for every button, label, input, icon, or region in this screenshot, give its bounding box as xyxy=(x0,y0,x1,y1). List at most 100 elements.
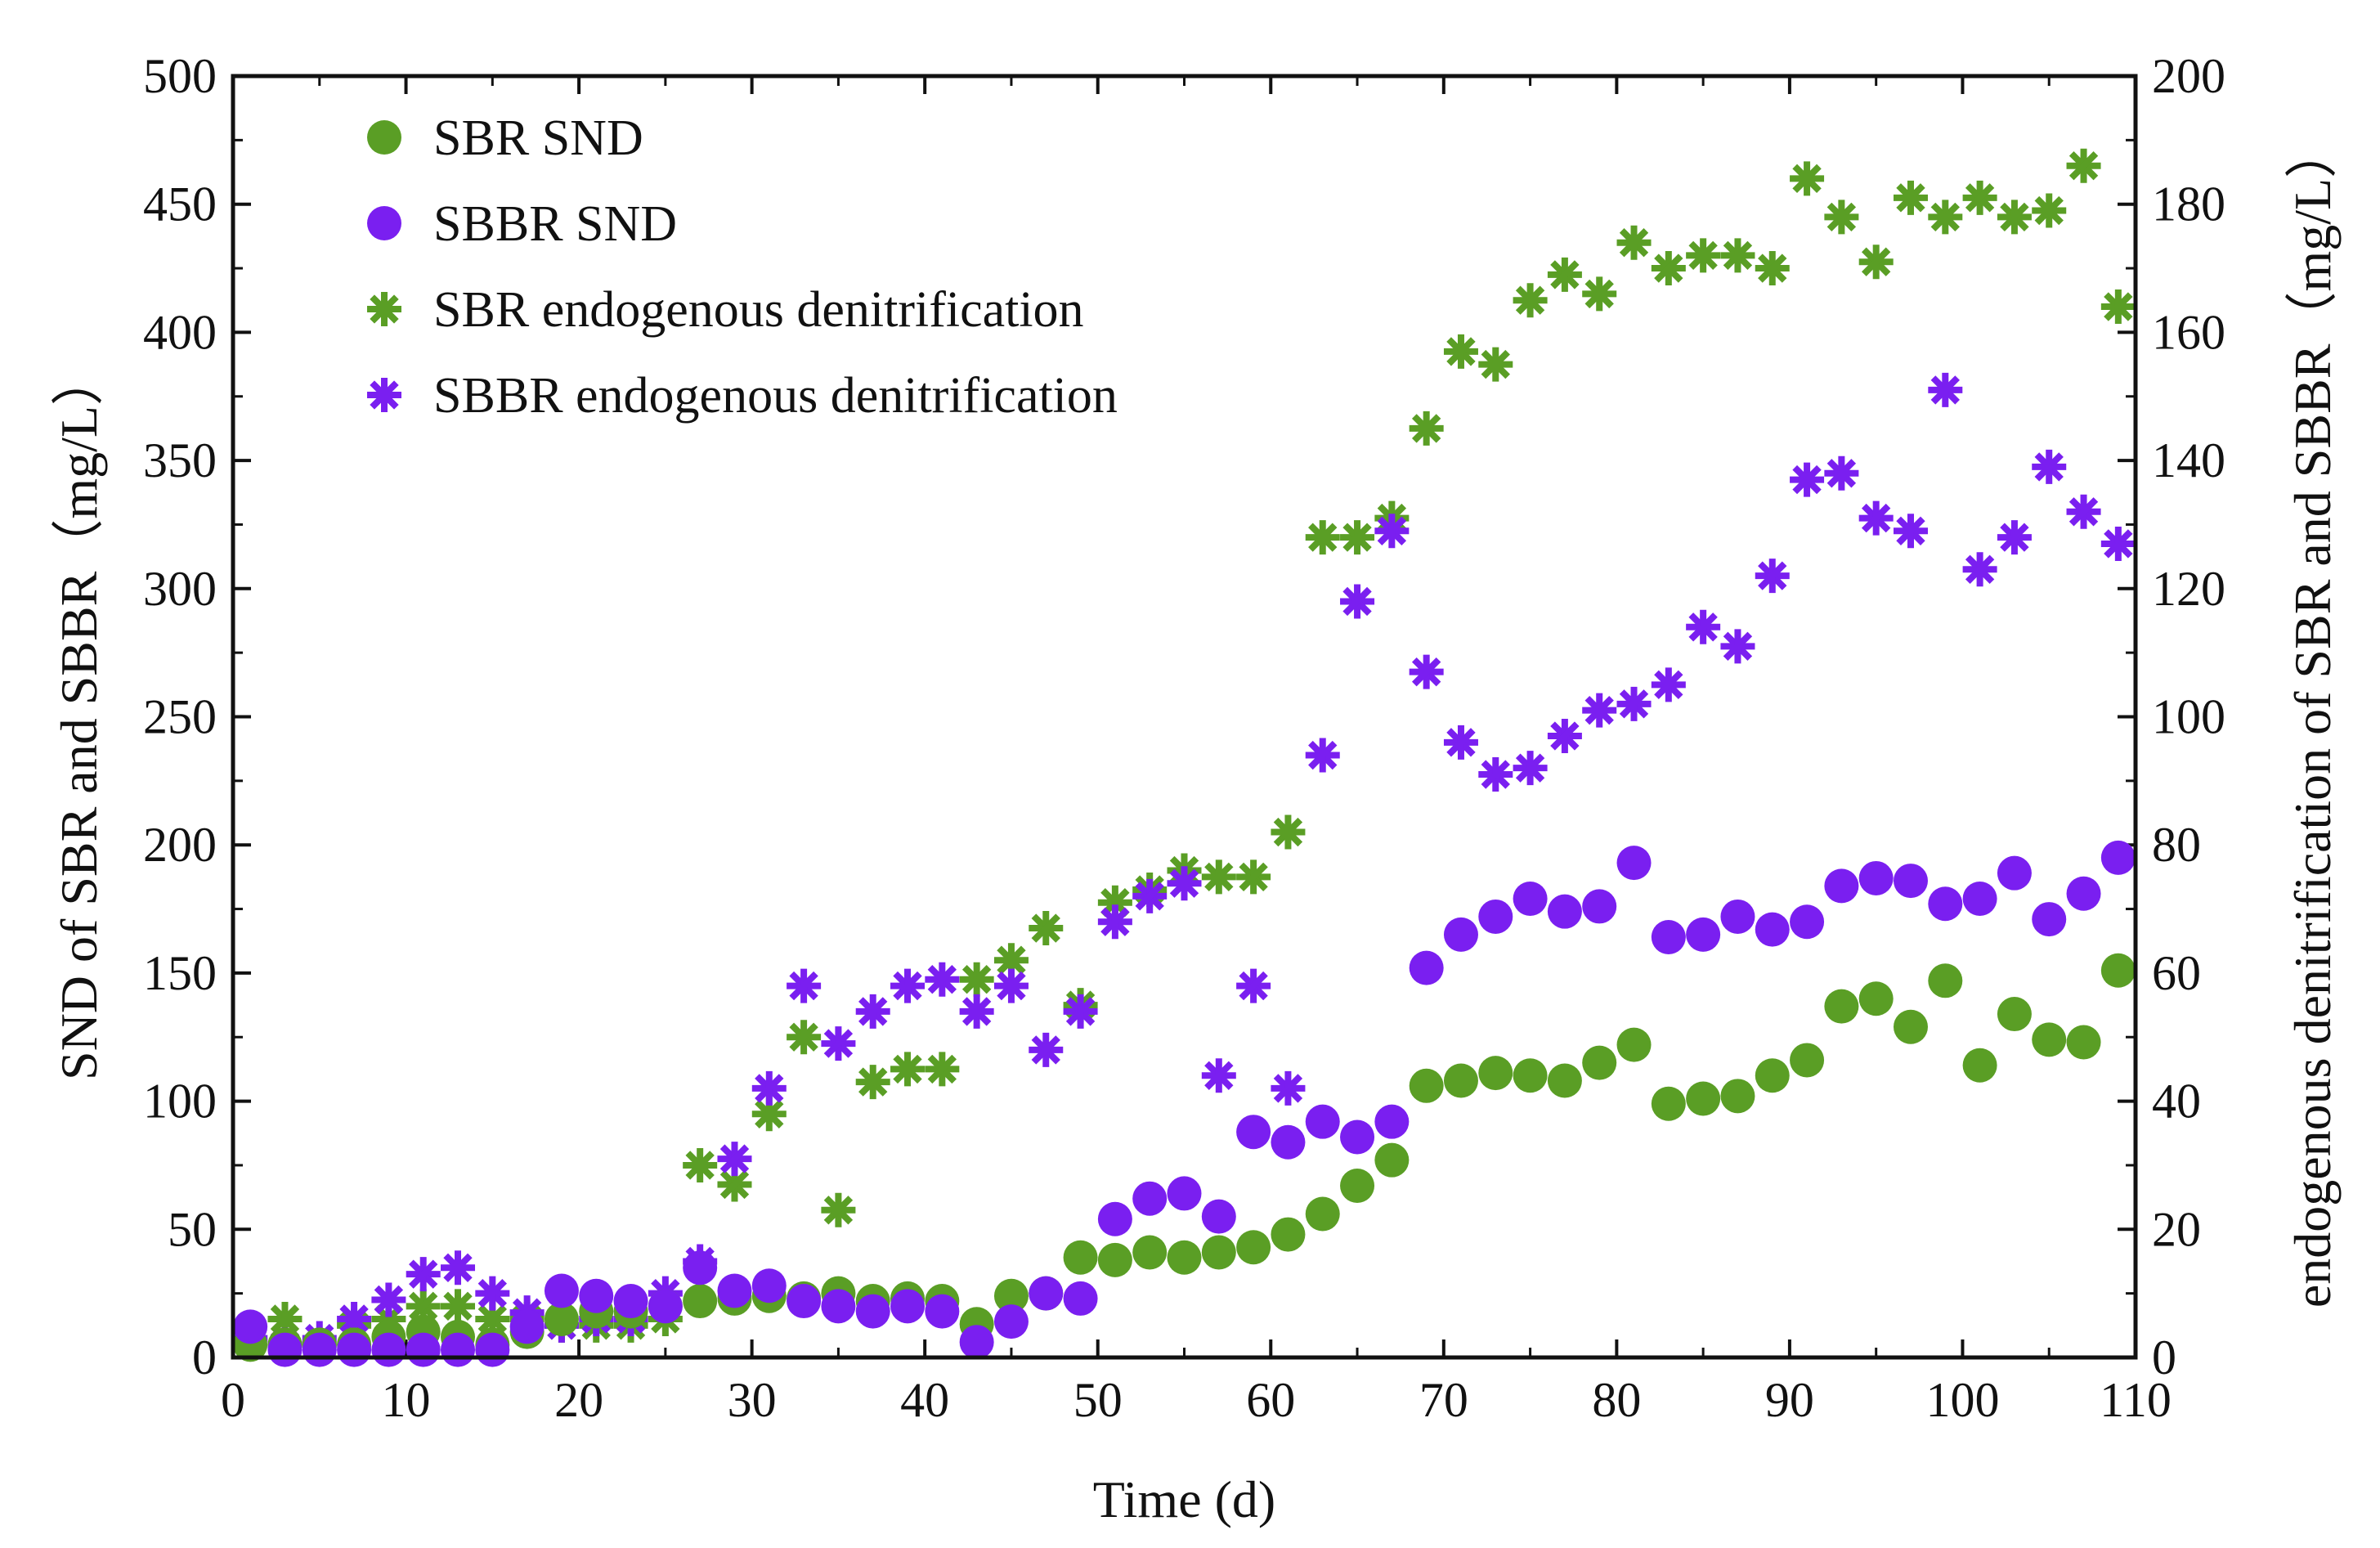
y-right-tick-label: 120 xyxy=(2152,562,2225,616)
sbbr-snd-point xyxy=(475,1332,510,1367)
sbbr-snd-point xyxy=(1513,882,1548,917)
sbr-snd-point xyxy=(1132,1235,1168,1270)
sbbr-endogenous-denitrification-point xyxy=(1755,559,1790,594)
sbbr-endogenous-denitrification-point xyxy=(1997,520,2032,555)
sbbr-snd-point xyxy=(441,1332,476,1367)
sbr-snd-point xyxy=(1858,981,1894,1016)
sbbr-endogenous-denitrification-point xyxy=(855,994,890,1029)
sbbr-endogenous-denitrification-point xyxy=(1962,552,1997,587)
x-tick-label: 10 xyxy=(382,1373,431,1427)
sbr-snd-point xyxy=(1236,1230,1271,1265)
sbbr-snd-point xyxy=(1340,1119,1375,1155)
sbbr-snd-point xyxy=(855,1294,890,1329)
sbbr-snd-point xyxy=(1132,1181,1168,1216)
sbr-endogenous-denitrification-point xyxy=(1790,161,1825,196)
sbbr-endogenous-denitrification-point xyxy=(1893,514,1928,549)
sbbr-endogenous-denitrification-point xyxy=(993,968,1029,1003)
sbbr-snd-point xyxy=(1858,860,1894,895)
sbbr-snd-point xyxy=(1824,868,1859,904)
sbbr-endogenous-denitrification-point xyxy=(2066,494,2101,529)
sbbr-snd-point xyxy=(302,1332,337,1367)
sbbr-endogenous-denitrification-point xyxy=(1236,968,1271,1003)
sbr-endogenous-denitrification-point xyxy=(1478,347,1513,382)
sbr-snd-point xyxy=(1720,1079,1755,1114)
sbr-snd-point xyxy=(1305,1196,1340,1232)
y-left-tick-label: 350 xyxy=(143,433,217,487)
sbbr-endogenous-denitrification-point xyxy=(1409,654,1444,689)
y-left-tick-label: 100 xyxy=(143,1075,217,1128)
sbr-endogenous-denitrification-point xyxy=(1409,411,1444,446)
sbr-snd-point xyxy=(1547,1063,1582,1098)
y-right-tick-label: 40 xyxy=(2152,1075,2201,1128)
y-left-tick-label: 450 xyxy=(143,177,217,231)
sbbr-endogenous-denitrification-point xyxy=(1547,719,1582,754)
sbr-endogenous-denitrification-point xyxy=(441,1289,476,1324)
sbr-endogenous-denitrification-point xyxy=(2066,148,2101,183)
x-tick-label: 30 xyxy=(728,1373,777,1427)
sbbr-endogenous-denitrification-point xyxy=(1928,372,1963,407)
sbr-endogenous-denitrification-point xyxy=(1029,911,1064,946)
sbbr-endogenous-denitrification-point xyxy=(441,1250,476,1286)
sbr-snd-point xyxy=(1997,997,2032,1032)
y-right-tick-label: 140 xyxy=(2152,433,2225,487)
y-right-tick-label: 0 xyxy=(2152,1330,2176,1384)
sbbr-endogenous-denitrification-point xyxy=(1582,693,1617,728)
sbr-endogenous-denitrification-point xyxy=(2100,289,2136,325)
sbbr-snd-point xyxy=(1651,920,1686,955)
y-right-tick-label: 200 xyxy=(2152,49,2225,103)
sbr-endogenous-denitrification-point xyxy=(821,1192,856,1227)
sbr-endogenous-denitrification-point xyxy=(1340,520,1375,555)
legend-label: SBBR SND xyxy=(433,196,677,252)
sbbr-snd-point xyxy=(1305,1104,1340,1139)
sbr-snd-point xyxy=(1201,1235,1236,1270)
sbr-snd-point xyxy=(1962,1048,1997,1083)
data-points xyxy=(233,148,2136,1367)
y-right-tick-label: 160 xyxy=(2152,305,2225,359)
sbr-snd-point xyxy=(1686,1081,1721,1116)
sbbr-endogenous-denitrification-point xyxy=(959,994,994,1029)
y-left-tick-label: 150 xyxy=(143,946,217,1000)
sbr-endogenous-denitrification-point xyxy=(959,962,994,997)
legend-label: SBBR endogenous denitrification xyxy=(433,368,1118,424)
sbbr-snd-point xyxy=(267,1332,303,1367)
sbbr-endogenous-denitrification-point xyxy=(751,1070,787,1106)
y-left-tick-label: 400 xyxy=(143,305,217,359)
x-tick-label: 90 xyxy=(1765,1373,1814,1427)
sbr-snd-point xyxy=(993,1278,1029,1313)
sbbr-snd-point xyxy=(1271,1124,1306,1160)
sbr-snd-point xyxy=(544,1301,579,1336)
x-tick-label: 100 xyxy=(1925,1373,1999,1427)
sbbr-endogenous-denitrification-point xyxy=(890,968,926,1003)
sbbr-snd-point xyxy=(683,1250,718,1286)
sbr-snd-point xyxy=(1409,1068,1444,1103)
x-tick-label: 50 xyxy=(1073,1373,1123,1427)
sbr-endogenous-denitrification-point xyxy=(925,1052,960,1087)
sbbr-snd-point xyxy=(1063,1281,1098,1316)
sbbr-endogenous-denitrification-point xyxy=(1132,878,1168,913)
sbbr-endogenous-denitrification-point xyxy=(2100,526,2136,561)
sbbr-endogenous-denitrification-point xyxy=(1097,904,1132,940)
sbbr-snd-point xyxy=(579,1278,614,1313)
sbbr-endogenous-denitrification-point xyxy=(1374,514,1410,549)
sbbr-endogenous-denitrification-point xyxy=(371,1282,406,1317)
sbbr-snd-point xyxy=(1167,1176,1202,1211)
sbbr-snd-point xyxy=(509,1309,545,1344)
sbbr-endogenous-denitrification-point xyxy=(1513,751,1548,786)
sbbr-snd-point xyxy=(959,1325,994,1360)
y-right-tick-label: 80 xyxy=(2152,818,2201,872)
sbbr-snd-point xyxy=(993,1304,1029,1339)
sbbr-snd-point xyxy=(1409,950,1444,985)
sbbr-snd-point xyxy=(717,1273,752,1308)
sbr-snd-point xyxy=(1755,1058,1790,1093)
sbr-endogenous-denitrification-point xyxy=(1651,251,1686,286)
sbbr-endogenous-denitrification-point xyxy=(1029,1032,1064,1067)
sbr-snd-point xyxy=(1340,1169,1375,1204)
sbr-snd-point xyxy=(1271,1217,1306,1252)
sbbr-endogenous-denitrification-point xyxy=(1616,686,1652,721)
x-tick-label: 80 xyxy=(1592,1373,1641,1427)
sbbr-endogenous-denitrification-point xyxy=(1340,584,1375,619)
sbr-snd-point xyxy=(1651,1086,1686,1121)
sbbr-snd-point xyxy=(371,1332,406,1367)
sbr-endogenous-denitrification-point xyxy=(683,1147,718,1182)
